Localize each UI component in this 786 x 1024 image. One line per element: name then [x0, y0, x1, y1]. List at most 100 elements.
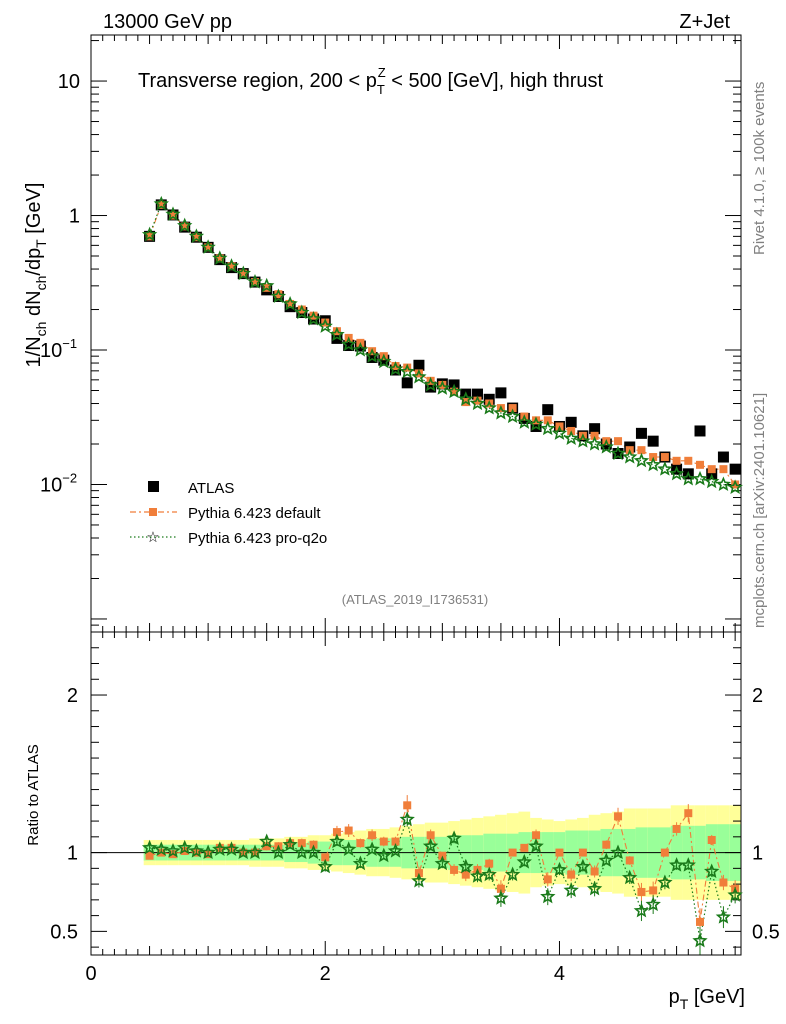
ratio-proq2o-point	[680, 857, 696, 872]
ratio-proq2o-point	[434, 855, 451, 871]
ratio-proq2o-point	[153, 841, 169, 857]
ratio-proq2o-point	[399, 811, 415, 827]
proq2o-point	[692, 470, 708, 486]
atlas-point	[401, 377, 413, 389]
ratio-proq2o-point	[540, 888, 556, 904]
ratio-y-tick-label: 2	[67, 685, 78, 707]
default-point	[543, 416, 552, 425]
proq2o-point	[387, 361, 404, 376]
ratio-default-point	[520, 843, 529, 852]
atlas-point	[483, 393, 495, 405]
legend-label-atlas: ATLAS	[188, 480, 234, 497]
ratio-proq2o-point	[645, 896, 661, 912]
proq2o-point	[703, 473, 720, 489]
default-point	[286, 299, 295, 308]
ratio-proq2o-point	[352, 855, 369, 871]
rivet-version-label: Rivet 4.1.0, ≥ 100k events	[751, 82, 768, 255]
proq2o-point	[645, 456, 661, 472]
analysis-label: (ATLAS_2019_I1736531)	[342, 592, 488, 607]
y-tick-label: 10−2	[40, 470, 77, 496]
mcplots-label: mcplots.cern.ch [arXiv:2401.10621]	[751, 393, 768, 628]
proq2o-point	[352, 341, 369, 357]
ratio-proq2o-point	[294, 844, 310, 860]
ratio-proq2o-point	[422, 838, 439, 853]
proq2o-point	[528, 416, 544, 431]
ratio-y-tick-label-right: 0.5	[752, 921, 780, 943]
legend-marker-atlas	[148, 481, 159, 492]
legend-label-proq2o: Pythia 6.423 pro-q2o	[188, 530, 327, 547]
default-point	[168, 211, 177, 220]
atlas-point	[694, 425, 706, 437]
ratio-default-point	[578, 848, 587, 857]
tick-labels: 0 2 4 10−2 10−1 1 10 0.5 0.5 1 1 2 2	[40, 71, 780, 985]
ratio-proq2o-point	[516, 853, 532, 869]
ratio-proq2o-point	[493, 890, 509, 905]
ratio-proq2o-point	[305, 844, 322, 860]
ratio-proq2o-point	[657, 874, 673, 890]
ratio-proq2o-point	[528, 838, 544, 853]
y-tick-label: 1	[69, 206, 80, 228]
series-line-proq2o	[149, 202, 736, 489]
ratio-proq2o-point	[575, 858, 591, 874]
default-point	[204, 243, 213, 252]
default-point	[297, 305, 306, 314]
ratio-default-point	[262, 842, 271, 851]
ratio-proq2o-point	[223, 841, 240, 857]
default-point	[180, 222, 189, 231]
series-line-default	[149, 203, 736, 485]
x-axis-label: pT [GeV]	[669, 986, 745, 1012]
default-point	[719, 465, 728, 474]
proq2o-point	[563, 430, 579, 446]
ratio-proq2o-point	[141, 839, 158, 855]
ratio-default-point	[614, 812, 623, 821]
ratio-default-point	[332, 828, 341, 837]
proq2o-point	[399, 363, 415, 379]
default-point	[157, 200, 166, 209]
ratio-default-point	[297, 839, 306, 848]
ratio-proq2o-point	[341, 841, 357, 857]
ratio-default-point	[426, 831, 435, 840]
ratio-proq2o-point	[610, 844, 626, 860]
ratio-proq2o-point	[504, 866, 521, 882]
ratio-proq2o-point	[458, 858, 474, 874]
ratio-default-point	[649, 886, 658, 895]
ratio-proq2o-point	[387, 842, 404, 858]
ratio-y-tick-label-right: 1	[752, 843, 763, 865]
ratio-proq2o-point	[633, 902, 650, 918]
proq2o-point	[259, 277, 275, 293]
ratio-panel-frame	[90, 631, 742, 956]
default-point	[321, 318, 330, 327]
proq2o-point	[200, 239, 216, 254]
y-tick-label: 10	[58, 71, 80, 93]
proq2o-point	[141, 226, 158, 242]
proq2o-point	[305, 310, 322, 326]
ratio-default-point	[532, 831, 541, 840]
proq2o-point	[212, 250, 228, 265]
ratio-default-point	[625, 856, 634, 865]
proq2o-point	[504, 408, 521, 424]
proq2o-point	[458, 391, 474, 406]
atlas-point	[331, 332, 343, 344]
ratio-y-tick-label: 0.5	[50, 921, 78, 943]
ratio-proq2o-point	[270, 844, 287, 860]
ratio-default-point	[672, 824, 681, 833]
ratio-y-axis-label: Ratio to ATLAS	[25, 744, 42, 845]
default-point	[414, 369, 423, 378]
default-point	[672, 456, 681, 465]
default-point	[684, 456, 693, 465]
ratio-proq2o-point	[188, 842, 205, 858]
ratio-default-point	[368, 831, 377, 840]
default-point	[660, 453, 669, 462]
proq2o-point	[317, 318, 333, 333]
ratio-proq2o-point	[586, 880, 603, 896]
ratio-proq2o-point	[727, 886, 743, 902]
legend-label-default: Pythia 6.423 default	[188, 505, 321, 522]
proq2o-point	[575, 433, 591, 448]
ratio-proq2o-point	[692, 932, 708, 948]
energy-label: 13000 GeV pp	[103, 11, 232, 33]
default-point	[192, 233, 201, 242]
axis-ticks	[90, 35, 741, 955]
proq2o-point	[715, 476, 732, 491]
ratio-proq2o-point	[469, 868, 486, 883]
